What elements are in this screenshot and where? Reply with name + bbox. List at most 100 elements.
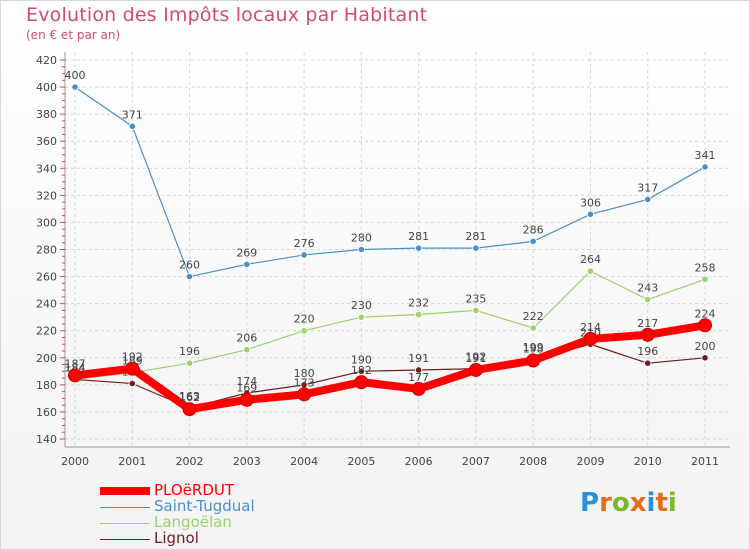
data-label: 269 [236, 246, 257, 259]
legend-swatch [100, 523, 150, 524]
y-tick-label: 420 [36, 54, 57, 67]
data-point [586, 210, 595, 218]
data-point [644, 359, 652, 367]
data-label: 317 [637, 181, 658, 194]
y-tick-label: 200 [36, 352, 57, 365]
data-label: 243 [637, 282, 658, 295]
x-tick-label: 2007 [462, 455, 490, 468]
data-label: 286 [523, 223, 544, 236]
data-point [640, 327, 655, 342]
x-tick-label: 2001 [118, 455, 146, 468]
data-point [357, 313, 365, 321]
data-label: 371 [122, 108, 143, 121]
data-label: 191 [408, 352, 429, 365]
data-point [644, 295, 652, 304]
logo-letter: i [646, 488, 656, 518]
logo-letter: r [599, 488, 612, 518]
data-point [586, 267, 595, 275]
x-tick-label: 2011 [691, 455, 719, 468]
data-label: 169 [236, 382, 257, 395]
data-point [125, 361, 140, 376]
legend-label: Lignol [154, 529, 199, 547]
legend-swatch [100, 507, 150, 508]
x-tick-label: 2003 [233, 455, 261, 468]
y-tick-label: 280 [36, 244, 57, 257]
legend-label: PLOëRDUT [154, 481, 235, 499]
data-label: 260 [179, 259, 200, 272]
data-label: 281 [465, 230, 486, 243]
data-label: 217 [637, 317, 658, 330]
data-point [357, 245, 365, 254]
data-point [472, 306, 480, 315]
data-label: 177 [408, 371, 429, 384]
logo-letter: P [580, 488, 600, 518]
data-label: 162 [179, 391, 200, 404]
data-point [529, 237, 537, 245]
data-label: 190 [351, 353, 372, 366]
data-point [300, 327, 308, 335]
data-point [411, 381, 426, 396]
y-tick-label: 380 [36, 108, 57, 121]
y-tick-label: 320 [36, 189, 57, 202]
y-tick-label: 300 [36, 216, 57, 229]
data-label: 200 [695, 340, 716, 353]
data-label: 280 [351, 232, 372, 245]
data-point [128, 122, 136, 130]
data-label: 192 [122, 351, 143, 364]
data-label: 174 [236, 375, 257, 388]
data-label: 173 [294, 376, 315, 389]
data-label: 230 [351, 299, 372, 312]
y-tick-label: 260 [36, 271, 57, 284]
data-point [239, 392, 254, 407]
data-point [415, 310, 423, 319]
data-label: 191 [465, 352, 486, 365]
legend-label: Langoëlan [154, 513, 232, 531]
data-point [243, 346, 251, 354]
data-point [128, 379, 136, 388]
data-label: 264 [580, 253, 601, 266]
y-tick-label: 240 [36, 298, 57, 311]
data-point [644, 195, 652, 204]
data-point [415, 366, 423, 374]
x-tick-label: 2005 [347, 455, 375, 468]
legend-swatch [100, 487, 150, 495]
data-point [468, 362, 483, 377]
data-label: 220 [294, 313, 315, 326]
y-tick-label: 340 [36, 162, 57, 175]
data-label: 206 [236, 332, 257, 345]
data-point [415, 244, 423, 252]
y-tick-label: 180 [36, 379, 57, 392]
x-tick-label: 2006 [405, 455, 433, 468]
data-label: 222 [523, 310, 544, 323]
legend-swatch [100, 539, 150, 540]
series-line [74, 270, 706, 381]
logo-letter: o [611, 488, 630, 518]
chart-title: Evolution des Impôts locaux par Habitant [26, 4, 428, 26]
data-point [357, 367, 365, 375]
y-tick-label: 160 [36, 406, 57, 419]
data-label: 235 [465, 292, 486, 305]
y-tick-label: 360 [36, 135, 57, 148]
data-point [701, 275, 709, 283]
data-label: 192 [465, 351, 486, 364]
data-label: 276 [294, 237, 315, 250]
data-point [185, 272, 194, 281]
x-tick-label: 2004 [290, 455, 318, 468]
x-tick-label: 2002 [176, 455, 204, 468]
logo-letter: t [655, 488, 668, 518]
x-tick-label: 2010 [634, 455, 662, 468]
data-label: 196 [179, 345, 200, 358]
data-point [354, 375, 369, 390]
data-label: 341 [695, 149, 716, 162]
proxiti-logo: Proxiti [580, 488, 677, 518]
x-tick-label: 2000 [61, 455, 89, 468]
data-label: 258 [695, 261, 716, 274]
y-tick-label: 400 [36, 81, 57, 94]
data-point [243, 260, 251, 268]
data-label: 163 [179, 390, 200, 403]
data-label: 232 [408, 296, 429, 309]
data-label: 214 [580, 321, 601, 334]
chart-subtitle: (en € et par an) [26, 28, 121, 42]
data-label: 306 [580, 196, 601, 209]
